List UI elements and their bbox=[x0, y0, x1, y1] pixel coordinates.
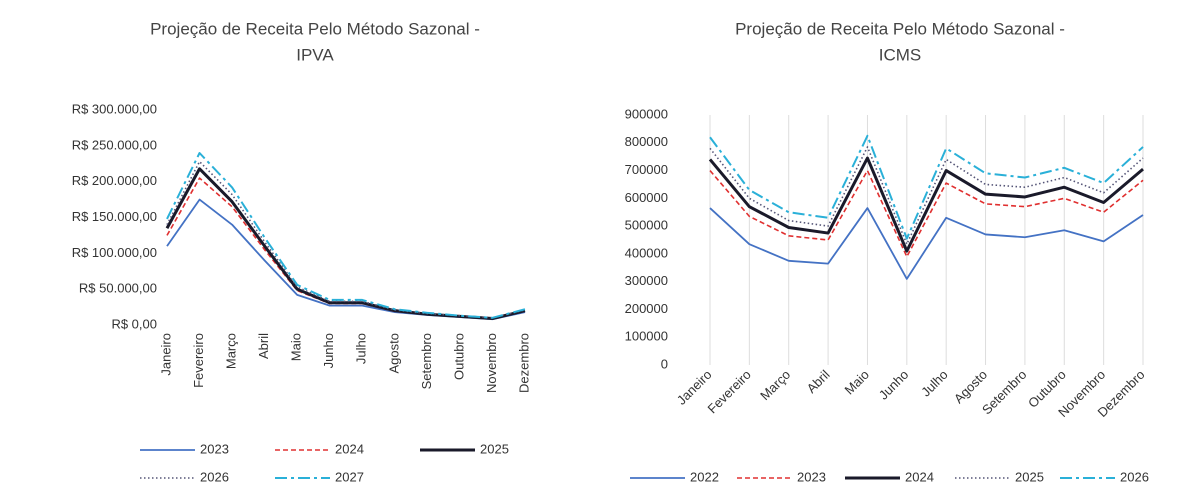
x-tick-label: Outubro bbox=[451, 333, 466, 380]
legend-label: 2023 bbox=[797, 469, 826, 484]
y-tick-label: R$ 150.000,00 bbox=[72, 209, 157, 224]
chart-title: ICMS bbox=[879, 45, 922, 64]
x-tick-label: Janeiro bbox=[158, 333, 173, 376]
series-line bbox=[709, 134, 1144, 240]
x-tick-label: Maio bbox=[841, 367, 872, 398]
y-tick-label: R$ 100.000,00 bbox=[72, 245, 157, 260]
x-tick-label: Abril bbox=[804, 367, 833, 396]
y-tick-label: 900000 bbox=[625, 106, 668, 121]
x-tick-label: Setembro bbox=[419, 333, 434, 389]
x-tick-label: Março bbox=[224, 333, 239, 369]
y-tick-label: 800000 bbox=[625, 134, 668, 149]
y-tick-label: 600000 bbox=[625, 190, 668, 205]
y-tick-label: 700000 bbox=[625, 162, 668, 177]
legend-label: 2026 bbox=[200, 469, 229, 484]
y-tick-label: 100000 bbox=[625, 329, 668, 344]
chart-title: Projeção de Receita Pelo Método Sazonal … bbox=[150, 19, 480, 38]
y-tick-label: 0 bbox=[661, 356, 668, 371]
y-tick-label: 200000 bbox=[625, 301, 668, 316]
x-tick-label: Julho bbox=[354, 333, 369, 364]
y-tick-label: R$ 250.000,00 bbox=[72, 137, 157, 152]
series-line bbox=[709, 207, 1144, 280]
legend-label: 2024 bbox=[905, 469, 934, 484]
x-tick-label: Dezembro bbox=[516, 333, 531, 393]
legend-label: 2022 bbox=[690, 469, 719, 484]
legend-label: 2024 bbox=[335, 441, 364, 456]
series-line bbox=[166, 177, 526, 320]
legend-label: 2025 bbox=[1015, 469, 1044, 484]
y-tick-label: R$ 0,00 bbox=[111, 316, 157, 331]
legend-label: 2025 bbox=[480, 441, 509, 456]
x-tick-label: Junho bbox=[876, 367, 912, 403]
y-tick-label: 500000 bbox=[625, 218, 668, 233]
x-tick-label: Junho bbox=[321, 333, 336, 368]
series-line bbox=[166, 152, 526, 319]
x-tick-label: Março bbox=[757, 367, 793, 403]
y-tick-label: R$ 200.000,00 bbox=[72, 173, 157, 188]
series-line bbox=[166, 160, 526, 319]
x-tick-label: Agosto bbox=[386, 333, 401, 373]
x-tick-label: Novembro bbox=[484, 333, 499, 393]
x-tick-label: Julho bbox=[918, 367, 951, 400]
y-tick-label: R$ 50.000,00 bbox=[79, 281, 157, 296]
chart-title: Projeção de Receita Pelo Método Sazonal … bbox=[735, 19, 1065, 38]
legend-label: 2027 bbox=[335, 469, 364, 484]
legend-label: 2026 bbox=[1120, 469, 1149, 484]
x-tick-label: Fevereiro bbox=[704, 367, 753, 416]
x-tick-label: Maio bbox=[289, 333, 304, 361]
series-line bbox=[709, 146, 1144, 245]
legend-label: 2023 bbox=[200, 441, 229, 456]
x-tick-label: Abril bbox=[256, 333, 271, 359]
x-tick-label: Fevereiro bbox=[191, 333, 206, 388]
series-line bbox=[165, 167, 526, 321]
y-tick-label: 400000 bbox=[625, 245, 668, 260]
series-line bbox=[708, 156, 1144, 253]
series-line bbox=[709, 169, 1144, 258]
y-tick-label: 300000 bbox=[625, 273, 668, 288]
chart-title: IPVA bbox=[296, 45, 334, 64]
y-tick-label: R$ 300.000,00 bbox=[72, 101, 157, 116]
